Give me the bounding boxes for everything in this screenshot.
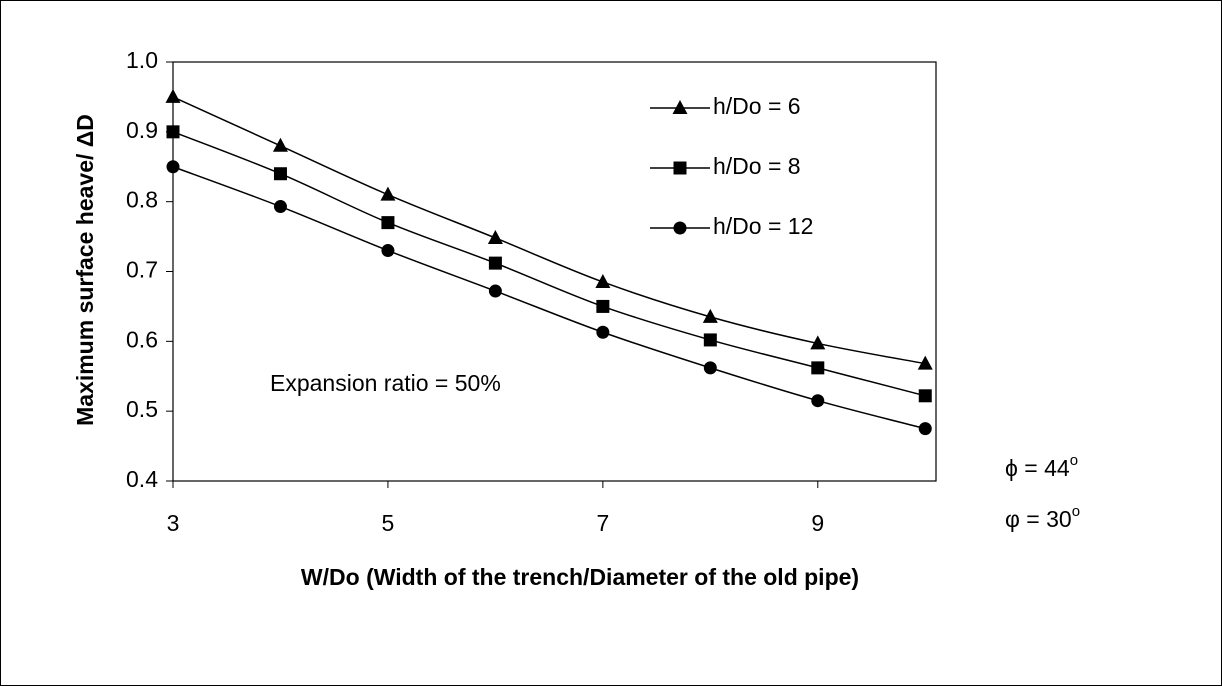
y-tick-label: 0.8 [126,187,158,213]
marker [917,355,933,370]
annotation-sup: o [1072,503,1080,520]
x-tick-label: 3 [167,510,180,536]
x-axis-label: W/Do (Width of the trench/Diameter of th… [301,564,859,590]
series-line [172,166,926,430]
marker [703,361,717,375]
legend-marker [673,161,687,175]
marker [272,137,288,152]
marker [380,186,396,201]
x-tick-label: 9 [811,510,824,536]
x-tick-label: 5 [382,510,395,536]
series [165,88,933,370]
series [166,125,932,403]
marker [381,244,395,258]
marker [811,361,825,375]
y-tick-label: 0.7 [126,257,158,283]
marker [165,88,181,103]
marker [488,284,502,298]
annotation-text: φ = 30 [1005,506,1072,532]
marker [595,273,611,288]
annotation: Expansion ratio = 50% [270,370,501,396]
y-tick-label: 0.4 [126,466,158,492]
marker [596,325,610,339]
annotation-text: Expansion ratio = 50% [270,370,501,396]
marker [487,229,503,244]
legend-item: h/Do = 12 [650,213,813,239]
legend-item: h/Do = 6 [650,93,801,119]
legend-label: h/Do = 8 [713,153,801,179]
marker [811,394,825,408]
legend-item: h/Do = 8 [650,153,801,179]
series [166,160,932,436]
marker [166,125,180,139]
legend-marker [673,221,687,235]
legend-label: h/Do = 12 [713,213,813,239]
marker [488,256,502,270]
marker [918,422,932,436]
marker [702,308,718,323]
series-line [172,96,926,365]
annotation: ϕ = 44o [1005,452,1078,481]
marker [381,216,395,230]
y-tick-label: 0.5 [126,396,158,422]
annotation-text: ϕ = 44 [1005,455,1070,481]
y-tick-label: 0.9 [126,117,158,143]
legend-label: h/Do = 6 [713,93,801,119]
y-tick-label: 0.6 [126,326,158,352]
y-axis-label: Maximum surface heave/ ΔD [72,114,98,426]
y-tick-label: 1.0 [126,47,158,73]
marker [810,335,826,350]
series-line [172,131,926,397]
marker [596,299,610,313]
x-tick-label: 7 [596,510,609,536]
marker [273,167,287,181]
marker [273,200,287,214]
marker [166,160,180,174]
legend-marker [672,100,688,114]
marker [918,389,932,403]
annotation: φ = 30o [1005,503,1080,532]
marker [703,333,717,347]
annotation-sup: o [1070,452,1078,469]
